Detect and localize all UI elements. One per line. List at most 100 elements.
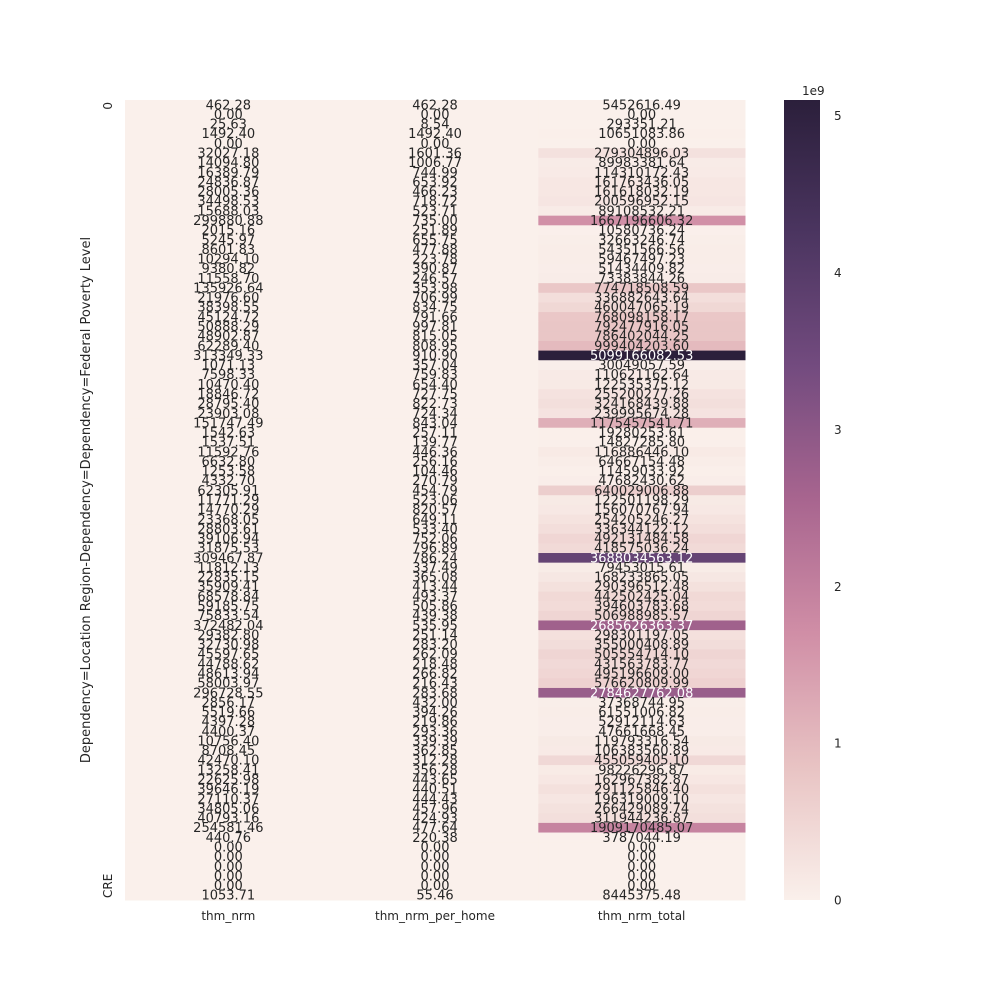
cell-value-label: 151747.49 [193,416,263,431]
cell-value-label: 999404203.60 [594,339,689,354]
heatmap-cell [538,707,746,718]
heatmap-cell [538,890,746,901]
heatmap-cell [538,726,746,737]
cell-value-label: 75833.54 [197,609,259,624]
heatmap-cell [331,215,539,226]
cell-value-label: 296728.55 [193,686,263,701]
cell-value-label: 27110.37 [197,792,259,807]
cell-value-label: 4332.70 [201,474,255,489]
heatmap-cell [331,659,539,670]
heatmap-cell [331,601,539,612]
cell-value-label: 718.72 [412,195,458,210]
colorbar-tick-label: 5 [834,109,842,123]
cell-value-label: 293.36 [412,725,458,740]
heatmap-cell [331,466,539,477]
cell-value-label: 11558.70 [197,272,259,287]
heatmap-cell [125,148,333,159]
heatmap-cell [125,437,333,448]
cell-value-label: 116886446.10 [594,445,689,460]
cell-value-label: 418575036.24 [594,542,689,557]
cell-value-label: 3787044.19 [602,831,681,846]
heatmap-cell [331,475,539,487]
cell-value-label: 29382.80 [197,628,259,643]
cell-value-label: 477.88 [412,243,458,258]
cell-value-label: 45124.72 [197,310,259,325]
heatmap-cell [538,524,746,535]
cell-value-label: 2784627762.08 [590,686,693,701]
heatmap-cell [538,148,746,159]
cell-value-label: 792477916.05 [594,320,689,335]
cell-value-label: 54351566.56 [598,243,685,258]
heatmap-cell [538,871,746,882]
heatmap-cell [125,707,333,718]
cell-value-label: 135926.64 [193,281,263,296]
heatmap-cell [125,100,333,111]
cell-value-label: 0.00 [627,869,656,884]
cell-value-label: 336882643.64 [594,291,689,306]
heatmap-cell [125,822,333,834]
cell-value-label: 1253.58 [201,465,255,480]
cell-value-label: 439.38 [412,609,458,624]
cell-value-label: 8708.45 [201,744,255,759]
heatmap-cell [538,138,746,149]
cell-value-label: 11812.13 [197,561,259,576]
cell-value-label: 1667196606.32 [590,214,693,229]
cell-value-label: 768098158.17 [594,310,689,325]
cell-value-label: 256.16 [412,455,458,470]
heatmap-cell [125,475,333,487]
cell-value-label: 34805.06 [197,802,259,817]
heatmap-cell [538,620,746,631]
heatmap-cell [538,128,746,140]
cell-value-label: 38398.55 [197,301,259,316]
heatmap-cell [125,398,333,409]
heatmap-cell [538,389,746,400]
cell-value-label: 311944236.87 [594,812,689,827]
cell-value-label: 440.51 [412,783,458,798]
cell-value-label: 4397.28 [201,715,255,730]
heatmap-cell [538,283,746,294]
heatmap-cell [331,861,539,872]
heatmap-cell [538,254,746,265]
heatmap-cell [125,157,333,168]
cell-value-label: 28803.61 [197,522,259,537]
cell-value-label: 218.48 [412,657,458,672]
cell-value-label: 372482.04 [193,619,263,634]
heatmap-cell [125,601,333,612]
heatmap-cell [331,639,539,650]
colorbar: 0 1 2 3 4 5 1e9 [784,84,842,908]
y-axis-label: Dependency=Location Region-Dependency=De… [79,237,94,763]
cell-value-label: 270.79 [412,474,458,489]
heatmap-cell [538,437,746,448]
cell-value-label: 32730.98 [197,638,259,653]
heatmap-cell [538,678,746,689]
cell-value-label: 0.00 [627,860,656,875]
heatmap-cell [538,639,746,650]
cell-value-label: 455059405.10 [594,754,689,769]
cell-value-label: 283.20 [412,638,458,653]
heatmap-cell [125,803,333,814]
heatmap-cell [331,890,539,901]
cell-value-label: 774718508.59 [594,281,689,296]
cell-value-label: 200596952.15 [594,195,689,210]
cell-value-label: 786402044.25 [594,330,689,345]
heatmap-cell [538,273,746,284]
cell-value-label: 39106.94 [197,532,259,547]
heatmap-cell [331,687,539,699]
cell-value-label: 424.93 [412,812,458,827]
cell-value-label: 10651083.86 [598,127,685,142]
heatmap-cell [331,736,539,747]
cell-value-label: 786.24 [412,551,458,566]
cell-value-label: 5245.97 [201,233,255,248]
heatmap-cell [331,254,539,265]
cell-value-label: 362.85 [412,744,458,759]
cell-value-label: 11771.29 [197,494,259,509]
cell-value-label: 493.37 [412,590,458,605]
cell-value-label: 21976.60 [197,291,259,306]
cell-value-label: 31875.53 [197,542,259,557]
heatmap-cell [331,649,539,660]
cell-value-label: 1006.77 [408,156,462,171]
cell-value-label: 0.00 [627,108,656,123]
heatmap-cell [538,244,746,255]
cell-value-label: 796.89 [412,542,458,557]
